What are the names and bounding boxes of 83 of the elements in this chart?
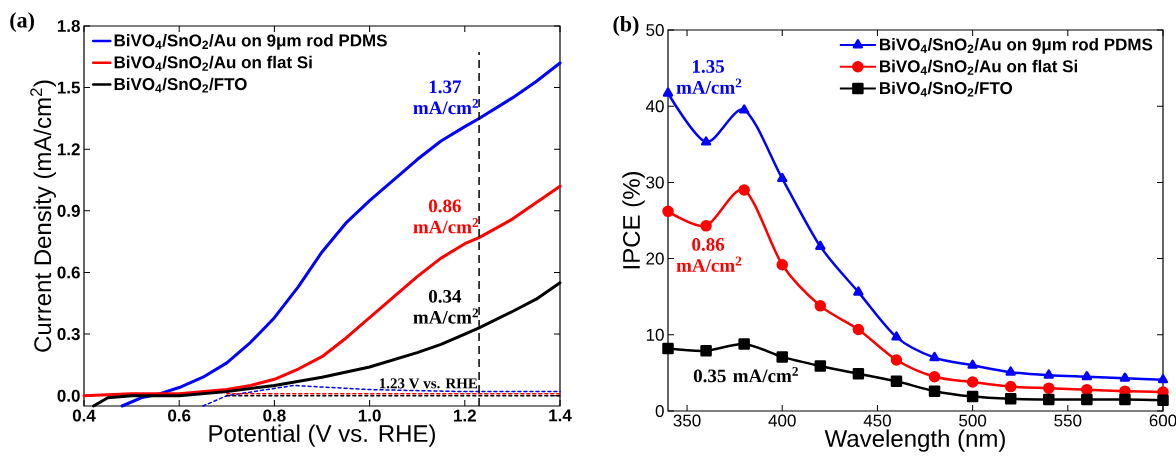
y-tick-label: 1.2 — [57, 143, 80, 156]
point — [776, 258, 788, 271]
y-tick-label: 40 — [645, 100, 664, 113]
point — [890, 375, 903, 388]
x-axis-title: Potential (V vs. RHE) — [209, 424, 435, 447]
point — [929, 351, 940, 362]
point — [1043, 382, 1055, 394]
x-tick-label: 550 — [1054, 414, 1082, 427]
x-tick-label: 500 — [959, 414, 987, 427]
legend-label: BiVO$_{4}$/SnO$_{2}$/Au on flat Si — [114, 55, 312, 71]
y-tick-label: 0.3 — [57, 328, 80, 341]
x-tick-label: 1.2 — [454, 409, 476, 422]
annotation: 0.86 mA/cm$^{2}$ — [413, 199, 479, 234]
legend-label: BiVO$_{4}$/SnO$_{2}$/FTO — [880, 81, 1013, 97]
y-tick-label: 0.6 — [57, 266, 80, 279]
x-tick-label: 1.4 — [549, 409, 572, 422]
point — [738, 184, 750, 196]
annotation: 1.35 mA/cm$^{2}$ — [676, 60, 742, 94]
point — [1157, 374, 1169, 384]
point — [1157, 394, 1169, 407]
point — [928, 385, 941, 397]
legend-label: BiVO$_{4}$/SnO$_{2}$/Au on flat Si — [880, 59, 1078, 75]
annotation: 1.37 mA/cm$^{2}$ — [413, 80, 479, 115]
point — [852, 367, 865, 380]
point — [1004, 380, 1017, 393]
y-axis-title: IPCE (%) — [622, 172, 645, 269]
y-tick-label: 30 — [646, 176, 664, 189]
point — [662, 342, 674, 355]
point — [966, 390, 979, 403]
annotation: 0.34 mA/cm$^{2}$ — [413, 289, 479, 324]
x-tick-label: 0.6 — [168, 409, 191, 422]
y-tick-label: 20 — [646, 252, 664, 265]
point — [1005, 366, 1016, 376]
point — [700, 220, 712, 232]
chart-title: (b) — [613, 16, 639, 37]
x-tick-label: 1.0 — [358, 409, 381, 422]
x-axis-title: Wavelength (nm) — [824, 429, 1005, 452]
point — [777, 172, 788, 183]
annotation: 0.86 mA/cm$^{2}$ — [676, 238, 742, 272]
point — [1081, 370, 1092, 381]
point — [1043, 369, 1054, 379]
point — [1119, 372, 1131, 382]
x-tick-label: 350 — [673, 414, 701, 427]
x-tick-label: 0.8 — [263, 409, 286, 422]
point — [928, 370, 941, 383]
annotation: 0.35 mA/cm$^{2}$ — [693, 367, 798, 383]
point — [1119, 393, 1131, 406]
point — [700, 136, 712, 146]
y-tick-label: 1.5 — [57, 81, 80, 94]
point — [739, 104, 750, 114]
ref-line-label: 1.23 V vs. RHE — [379, 378, 478, 389]
y-tick-label: 50 — [646, 23, 664, 37]
point — [815, 240, 826, 250]
legend-label: BiVO$_{4}$/SnO$_{2}$/FTO — [114, 77, 247, 93]
point — [1081, 393, 1093, 406]
point — [662, 87, 674, 97]
point — [814, 360, 827, 372]
y-tick-label: 0 — [655, 404, 664, 418]
x-tick-label: 600 — [1149, 414, 1176, 427]
point — [890, 354, 903, 366]
point — [1004, 393, 1017, 405]
point — [814, 300, 827, 312]
point — [662, 205, 674, 218]
point — [966, 376, 979, 388]
point — [852, 323, 865, 336]
y-tick-label: 1.8 — [57, 19, 80, 33]
point — [738, 338, 750, 350]
point — [1043, 393, 1055, 406]
y-tick-label: 0.0 — [57, 389, 80, 402]
x-tick-label: 450 — [863, 414, 891, 427]
x-tick-label: 0.4 — [72, 409, 96, 422]
y-tick-label: 0.9 — [57, 204, 80, 217]
point — [853, 286, 864, 296]
legend-label: BiVO$_{4}$/SnO$_{2}$/Au on 9μm rod PDMS — [880, 38, 1153, 54]
point — [776, 351, 788, 363]
chart-title: (a) — [10, 12, 34, 33]
y-axis-title: Current Density (mA/cm$^{2}$) — [30, 80, 56, 352]
point — [700, 345, 712, 357]
y-tick-label: 10 — [646, 328, 664, 341]
x-tick-label: 400 — [768, 414, 796, 427]
point — [891, 331, 902, 341]
point — [967, 359, 978, 369]
legend-label: BiVO$_{4}$/SnO$_{2}$/Au on 9μm rod PDMS — [114, 34, 387, 50]
